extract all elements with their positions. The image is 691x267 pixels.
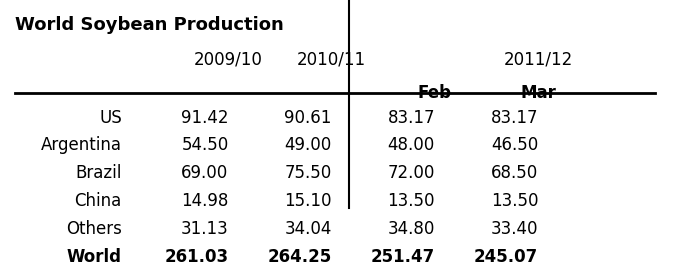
Text: 2011/12: 2011/12	[504, 51, 573, 69]
Text: 2009/10: 2009/10	[194, 51, 263, 69]
Text: US: US	[99, 109, 122, 127]
Text: 33.40: 33.40	[491, 220, 538, 238]
Text: Mar: Mar	[520, 84, 556, 102]
Text: 261.03: 261.03	[164, 248, 229, 266]
Text: 13.50: 13.50	[491, 192, 538, 210]
Text: 14.98: 14.98	[181, 192, 229, 210]
Text: Feb: Feb	[418, 84, 452, 102]
Text: 34.80: 34.80	[388, 220, 435, 238]
Text: 72.00: 72.00	[388, 164, 435, 182]
Text: 48.00: 48.00	[388, 136, 435, 154]
Text: Argentina: Argentina	[41, 136, 122, 154]
Text: 90.61: 90.61	[285, 109, 332, 127]
Text: World: World	[67, 248, 122, 266]
Text: 2010/11: 2010/11	[297, 51, 366, 69]
Text: 75.50: 75.50	[285, 164, 332, 182]
Text: 83.17: 83.17	[491, 109, 538, 127]
Text: 83.17: 83.17	[388, 109, 435, 127]
Text: China: China	[75, 192, 122, 210]
Text: 31.13: 31.13	[181, 220, 229, 238]
Text: 49.00: 49.00	[285, 136, 332, 154]
Text: World Soybean Production: World Soybean Production	[15, 16, 284, 34]
Text: 34.04: 34.04	[285, 220, 332, 238]
Text: 68.50: 68.50	[491, 164, 538, 182]
Text: 264.25: 264.25	[267, 248, 332, 266]
Text: 46.50: 46.50	[491, 136, 538, 154]
Text: Brazil: Brazil	[75, 164, 122, 182]
Text: 251.47: 251.47	[370, 248, 435, 266]
Text: 13.50: 13.50	[388, 192, 435, 210]
Text: 54.50: 54.50	[181, 136, 229, 154]
Text: 15.10: 15.10	[284, 192, 332, 210]
Text: Others: Others	[66, 220, 122, 238]
Text: 91.42: 91.42	[181, 109, 229, 127]
Text: 245.07: 245.07	[474, 248, 538, 266]
Text: 69.00: 69.00	[181, 164, 229, 182]
